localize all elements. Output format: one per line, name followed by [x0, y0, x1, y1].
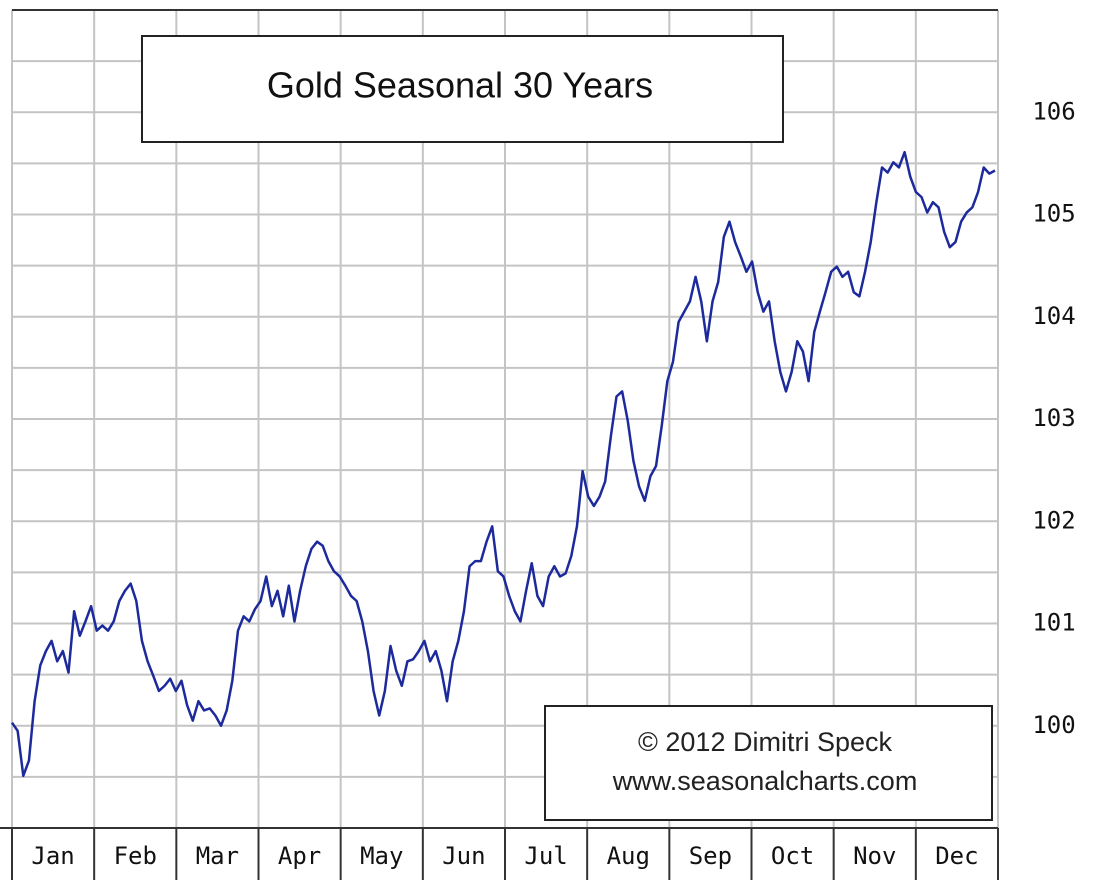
- x-tick-label: Mar: [196, 842, 239, 870]
- x-tick-label: Apr: [278, 842, 321, 870]
- x-tick-label: Dec: [935, 842, 978, 870]
- x-tick-label: May: [360, 842, 403, 870]
- y-tick-label: 103: [1032, 404, 1075, 432]
- x-tick-label: Jan: [31, 842, 74, 870]
- x-tick-label: Oct: [771, 842, 814, 870]
- title-box: [141, 35, 784, 143]
- x-tick-label: Sep: [689, 842, 732, 870]
- x-tick-label: Aug: [607, 842, 650, 870]
- axes: 100 101 102 103 104 105 106 Jan Feb Mar Apr May Jun J…: [0, 9, 1076, 880]
- plot: [10, 150, 996, 778]
- y-tick-label: 106: [1032, 97, 1075, 125]
- x-tick-label: Nov: [853, 842, 896, 870]
- y-tick-label: 102: [1032, 506, 1075, 534]
- credit-text: © 2012 Dimitri Speck: [638, 727, 892, 757]
- y-tick-label: 104: [1032, 302, 1075, 330]
- y-tick-label: 101: [1032, 609, 1075, 637]
- x-tick-label: Jun: [442, 842, 485, 870]
- y-tick-label: 105: [1032, 200, 1075, 228]
- chart-title: Gold Seasonal 30 Years: [267, 65, 653, 106]
- credit-box: [544, 705, 993, 821]
- y-tick-label: 100: [1032, 711, 1075, 739]
- series-line: [10, 150, 996, 778]
- credit-url: www.seasonalcharts.com: [612, 766, 918, 796]
- x-tick-label: Feb: [114, 842, 157, 870]
- x-tick-label: Jul: [524, 842, 567, 870]
